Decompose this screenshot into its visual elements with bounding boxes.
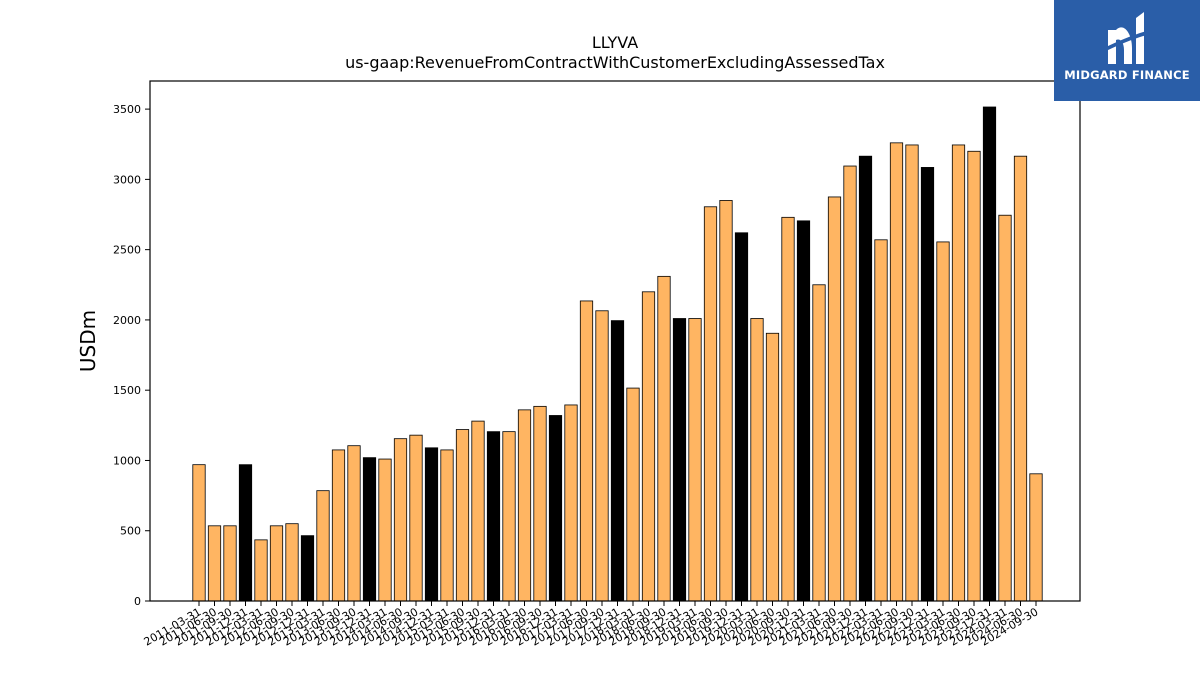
- bar-2016-12-31: [548, 415, 563, 602]
- y-tick-label: 3500: [113, 103, 141, 116]
- bar-2014-03-31: [378, 458, 392, 602]
- bar-2019-12-31: [734, 232, 749, 602]
- bar-2011-12-31: [238, 464, 253, 602]
- bar-2021-09-30: [843, 165, 857, 602]
- bar-2023-12-31: [982, 106, 997, 602]
- bar-2012-09-30: [285, 523, 299, 602]
- bar-2017-09-30: [595, 310, 609, 602]
- bar-2014-06-30: [393, 438, 408, 602]
- bar-2013-09-30: [347, 445, 361, 602]
- x-axis-ticks: 2011-03-312011-06-302011-09-302011-12-31…: [142, 601, 1041, 649]
- bar-2014-09-30: [409, 434, 423, 602]
- bar-2020-06-30: [765, 332, 780, 602]
- y-tick-label: 0: [134, 595, 141, 608]
- bar-2011-09-30: [223, 525, 237, 602]
- bar-2018-12-31: [672, 318, 687, 602]
- y-tick-label: 500: [120, 525, 141, 538]
- plot-frame: [149, 80, 1081, 602]
- bar-2020-09-30: [781, 216, 795, 602]
- bar-2019-06-30: [703, 206, 718, 602]
- y-tick-label: 1500: [113, 384, 141, 397]
- bar-2016-09-30: [533, 405, 547, 602]
- bar-2014-12-31: [424, 447, 439, 602]
- bar-2021-06-30: [827, 196, 842, 602]
- bar-2024-03-31: [998, 214, 1012, 602]
- bar-2021-12-31: [858, 155, 873, 602]
- y-tick-label: 3000: [113, 173, 141, 186]
- bar-2024-06-30: [1013, 155, 1028, 602]
- bar-2019-09-30: [719, 200, 733, 602]
- bar-2021-03-31: [812, 284, 826, 602]
- bar-2011-03-31: [192, 464, 206, 602]
- bar-2013-03-31: [316, 490, 330, 602]
- chart-title: LLYVA: [592, 33, 638, 52]
- chart-subtitle: us-gaap:RevenueFromContractWithCustomerE…: [345, 53, 885, 72]
- bar-2015-12-31: [486, 431, 501, 602]
- bar-2017-12-31: [610, 320, 625, 602]
- bar-2018-03-31: [626, 387, 640, 602]
- bar-2016-03-31: [502, 431, 516, 602]
- bar-2018-06-30: [641, 291, 656, 602]
- bar-2017-03-31: [564, 404, 578, 602]
- bar-2022-06-30: [889, 142, 904, 602]
- bar-2017-06-30: [579, 300, 594, 602]
- brand-name: MIDGARD FINANCE: [1064, 68, 1190, 82]
- y-axis-label: USDm: [76, 310, 100, 372]
- bar-2018-09-30: [657, 275, 671, 602]
- bar-2015-06-30: [455, 429, 470, 602]
- brand-logo: MIDGARD FINANCE: [1054, 0, 1200, 101]
- bar-2012-03-31: [254, 539, 268, 602]
- y-tick-label: 2000: [113, 314, 141, 327]
- bar-2013-12-31: [362, 457, 377, 602]
- bar-2023-09-30: [967, 150, 981, 602]
- bar-2024-09-30: [1029, 473, 1043, 602]
- bar-2020-03-31: [750, 318, 764, 602]
- bar-2016-06-30: [517, 409, 532, 602]
- y-tick-label: 1000: [113, 454, 141, 467]
- bar-series: [192, 106, 1043, 602]
- bar-2022-09-30: [905, 144, 919, 602]
- bar-2012-12-31: [300, 535, 315, 602]
- bar-2015-03-31: [440, 449, 454, 602]
- bar-2019-03-31: [688, 318, 702, 602]
- y-axis-ticks: 0 500 1000 1500 2000 2500 3000 3500: [113, 103, 150, 608]
- bar-2013-06-30: [331, 449, 346, 602]
- bar-2015-09-30: [471, 420, 485, 602]
- y-tick-label: 2500: [113, 244, 141, 257]
- bar-2011-06-30: [207, 525, 222, 602]
- bar-2020-12-31: [796, 220, 811, 602]
- bar-2022-03-31: [874, 239, 888, 602]
- bar-2012-06-30: [269, 525, 284, 602]
- bar-2023-03-31: [936, 241, 950, 602]
- bar-2023-06-30: [951, 144, 966, 602]
- bar-2022-12-31: [920, 167, 935, 602]
- midgard-logo-icon: [1104, 12, 1150, 64]
